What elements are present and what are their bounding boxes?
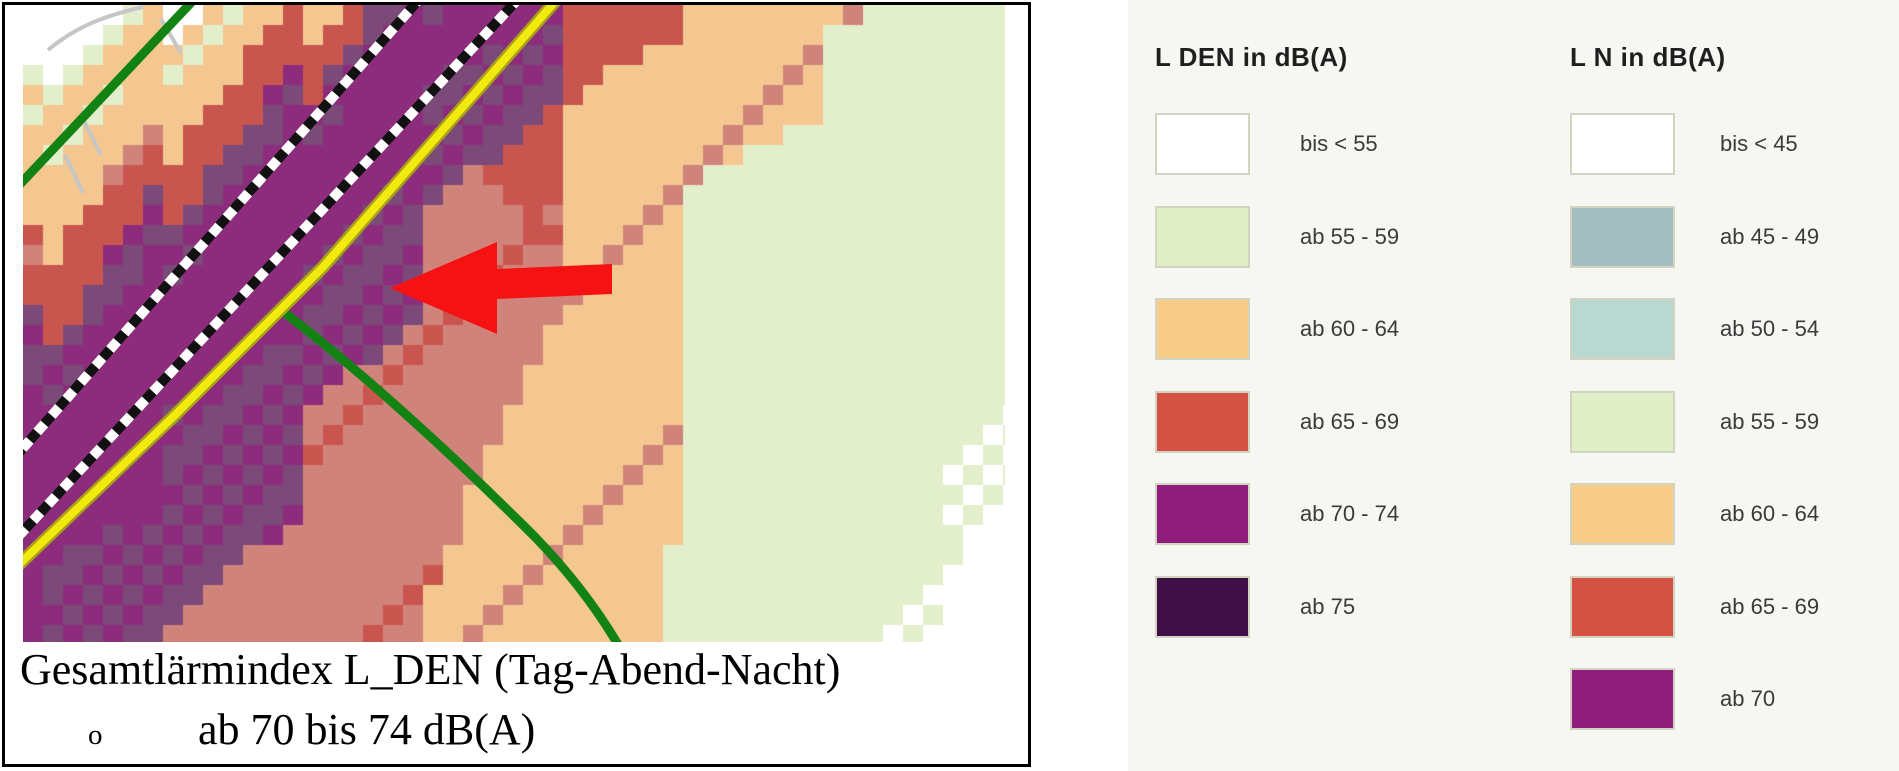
legend-row: ab 55 - 59	[1570, 391, 1880, 453]
railway-line-1	[23, 5, 421, 456]
legend-row: ab 45 - 49	[1570, 206, 1880, 268]
caption-item-text: ab 70 bis 74 dB(A)	[198, 705, 536, 754]
red-arrow-marker	[390, 242, 612, 334]
street-mark	[63, 154, 85, 194]
map-caption: Gesamtlärmindex L_DEN (Tag-Abend-Nacht) …	[20, 643, 1010, 760]
legend-label: bis < 45	[1720, 131, 1798, 156]
legend-panel: L DEN in dB(A) L N in dB(A) bis < 55 ab 5…	[1128, 0, 1899, 771]
street-mark	[46, 5, 144, 52]
legend-swatch	[1570, 113, 1675, 175]
legend-row: ab 70 - 74	[1155, 483, 1460, 545]
railway-line-2-ties	[23, 5, 520, 539]
legend-label: ab 70	[1720, 686, 1776, 711]
legend-row: ab 75	[1155, 576, 1460, 638]
legend-swatch	[1570, 298, 1675, 360]
caption-title: Gesamtlärmindex L_DEN (Tag-Abend-Nacht)	[20, 645, 841, 694]
legend-row: ab 65 - 69	[1155, 391, 1460, 453]
legend-swatch	[1155, 576, 1250, 638]
legend-label: ab 70 - 74	[1300, 501, 1400, 526]
legend-title-lden: L DEN in dB(A)	[1155, 42, 1348, 72]
legend-row: ab 70	[1570, 668, 1880, 730]
legend-label: ab 55 - 59	[1300, 224, 1400, 249]
legend-label: ab 60 - 64	[1720, 501, 1820, 526]
legend-label: ab 65 - 69	[1720, 594, 1820, 619]
legend-label: ab 60 - 64	[1300, 316, 1400, 341]
legend-swatch	[1155, 298, 1250, 360]
legend-swatch	[1155, 113, 1250, 175]
legend-row: ab 60 - 64	[1570, 483, 1880, 545]
legend-swatch	[1570, 576, 1675, 638]
railway-line-1-ties	[23, 5, 421, 456]
map-overlay	[23, 5, 622, 642]
noise-raster	[23, 5, 1005, 642]
legend-label: ab 55 - 59	[1720, 409, 1820, 434]
legend-row: bis < 55	[1155, 113, 1460, 175]
green-road-lower	[282, 309, 622, 642]
caption-bullet: o	[88, 719, 103, 751]
green-road-upper	[23, 5, 196, 188]
legend-label: ab 50 - 54	[1720, 316, 1820, 341]
legend-label: bis < 55	[1300, 131, 1378, 156]
legend-row: ab 50 - 54	[1570, 298, 1880, 360]
legend-swatch	[1570, 206, 1675, 268]
legend-label: ab 75	[1300, 594, 1356, 619]
legend-label: ab 45 - 49	[1720, 224, 1820, 249]
legend-label: ab 65 - 69	[1300, 409, 1400, 434]
legend-title-ln: L N in dB(A)	[1570, 42, 1726, 72]
legend-row: ab 65 - 69	[1570, 576, 1880, 638]
legend-swatch	[1155, 391, 1250, 453]
legend-row: ab 55 - 59	[1155, 206, 1460, 268]
legend-swatch	[1155, 483, 1250, 545]
legend-swatch	[1570, 668, 1675, 730]
noise-map	[23, 5, 1005, 642]
legend-row: bis < 45	[1570, 113, 1880, 175]
caption-item: o ab 70 bis 74 dB(A)	[20, 705, 1010, 760]
legend-swatch	[1155, 206, 1250, 268]
yellow-road	[23, 5, 558, 567]
legend-swatch	[1570, 391, 1675, 453]
noise-map-figure: Gesamtlärmindex L_DEN (Tag-Abend-Nacht) …	[2, 2, 1031, 767]
legend-swatch	[1570, 483, 1675, 545]
legend-row: ab 60 - 64	[1155, 298, 1460, 360]
